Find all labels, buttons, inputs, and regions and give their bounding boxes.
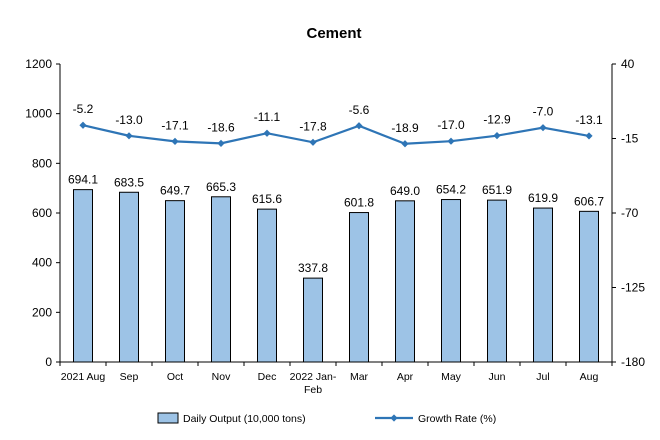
y-right-tick-label: -180 xyxy=(621,355,645,369)
plot-area: 0 200 400 600 800 1000 1200 -180 -125 -70 -15 40 202… xyxy=(25,57,645,396)
x-tick-label-line: Jul xyxy=(536,371,549,383)
x-tick-label-line: Aug xyxy=(580,371,599,383)
growth-rate-point xyxy=(401,140,409,148)
growth-rate-point xyxy=(171,137,179,145)
bar-value-label: 615.6 xyxy=(252,192,282,206)
growth-rate-point xyxy=(217,139,225,147)
growth-rate-label: -17.0 xyxy=(437,118,465,132)
growth-rate-label: -5.2 xyxy=(73,102,94,116)
bar-value-label: 651.9 xyxy=(482,183,512,197)
x-tick-label-line: Oct xyxy=(167,371,183,383)
x-tick-label-line: May xyxy=(441,371,462,383)
x-tick-label: Mar xyxy=(350,371,369,383)
x-tick-label-line: Mar xyxy=(350,371,369,383)
growth-rate-point xyxy=(309,138,317,146)
growth-rate-label: -17.8 xyxy=(299,119,327,133)
bar xyxy=(303,277,323,363)
growth-rate-label: -18.9 xyxy=(391,121,419,135)
y-left-tick-label: 200 xyxy=(32,305,52,319)
y-right-tick-label: 40 xyxy=(621,57,635,71)
bar-value-label: 619.9 xyxy=(528,191,558,205)
growth-rate-point xyxy=(355,122,363,130)
bar xyxy=(119,191,139,363)
y-left-tick-label: 800 xyxy=(32,156,52,170)
bar-value-label: 654.2 xyxy=(436,183,466,197)
x-tick-label: Jun xyxy=(489,371,506,383)
bar-value-label: 649.7 xyxy=(160,184,190,198)
growth-rate-label: -17.1 xyxy=(161,118,189,132)
x-tick-label: 2021 Aug xyxy=(61,371,106,383)
growth-rate-label: -13.1 xyxy=(575,113,603,127)
growth-rate-point xyxy=(263,129,271,137)
growth-rate-label: -11.1 xyxy=(254,110,281,124)
growth-rate-point xyxy=(79,121,87,129)
bar-value-label: 683.5 xyxy=(114,175,144,189)
bar xyxy=(349,212,369,363)
x-tick-label-line: 2022 Jan- xyxy=(290,371,337,383)
bar xyxy=(73,189,93,363)
bar-value-label: 665.3 xyxy=(206,180,236,194)
bar xyxy=(211,196,231,363)
x-tick-label-line: Dec xyxy=(258,371,277,383)
x-tick-label: Oct xyxy=(167,371,183,383)
bar xyxy=(487,199,507,363)
growth-rate-label: -12.9 xyxy=(483,113,511,127)
growth-rate-point xyxy=(539,124,547,132)
growth-rate-line xyxy=(82,124,590,145)
x-tick-label-line: Feb xyxy=(304,384,322,396)
growth-rate-point xyxy=(585,132,593,140)
y-right-tick-label: -15 xyxy=(621,132,639,146)
growth-rate-point xyxy=(125,132,133,140)
x-tick-label: Apr xyxy=(397,371,414,383)
x-tick-label-line: 2021 Aug xyxy=(61,371,106,383)
bar-value-label: 601.8 xyxy=(344,196,374,210)
x-tick-label: Sep xyxy=(120,371,139,383)
bar xyxy=(257,208,277,363)
x-tick-label: 2022 Jan-Feb xyxy=(290,371,337,396)
x-tick-label: Dec xyxy=(258,371,277,383)
growth-rate-point xyxy=(447,137,455,145)
x-tick-label-line: Apr xyxy=(397,371,414,383)
growth-rate-label: -7.0 xyxy=(533,105,554,119)
legend-line-marker xyxy=(390,414,398,422)
bar xyxy=(395,200,415,363)
y-left-tick-label: 600 xyxy=(32,206,52,220)
bar-value-label: 649.0 xyxy=(390,184,420,198)
y-left-tick-label: 400 xyxy=(32,256,52,270)
bar xyxy=(579,210,599,363)
legend-bar-label: Daily Output (10,000 tons) xyxy=(183,413,306,425)
x-tick-label-line: Sep xyxy=(120,371,139,383)
y-left-tick-label: 0 xyxy=(45,355,52,369)
x-tick-label: May xyxy=(441,371,462,383)
growth-rate-label: -13.0 xyxy=(115,113,143,127)
chart-title: Cement xyxy=(306,25,361,42)
y-right-tick-label: -70 xyxy=(621,206,639,220)
x-tick-label-line: Jun xyxy=(489,371,506,383)
legend-line-label: Growth Rate (%) xyxy=(418,413,496,425)
bar-value-label: 337.8 xyxy=(298,261,328,275)
y-left-tick-label: 1200 xyxy=(25,57,52,71)
bar-value-label: 694.1 xyxy=(68,173,98,187)
growth-rate-point xyxy=(493,132,501,140)
x-tick-label: Aug xyxy=(580,371,599,383)
growth-rate-label: -5.6 xyxy=(349,103,370,117)
bar xyxy=(533,207,553,363)
x-tick-label-line: Nov xyxy=(212,371,231,383)
y-left-tick-label: 1000 xyxy=(25,107,52,121)
legend: Daily Output (10,000 tons) Growth Rate (%… xyxy=(157,412,496,425)
growth-rate-label: -18.6 xyxy=(207,120,235,134)
y-right-tick-label: -125 xyxy=(621,281,645,295)
bar-value-label: 606.7 xyxy=(574,194,604,208)
bar xyxy=(165,200,185,363)
x-tick-label: Jul xyxy=(536,371,549,383)
legend-bar-swatch xyxy=(157,412,179,424)
bar xyxy=(441,199,461,363)
x-tick-label: Nov xyxy=(212,371,231,383)
